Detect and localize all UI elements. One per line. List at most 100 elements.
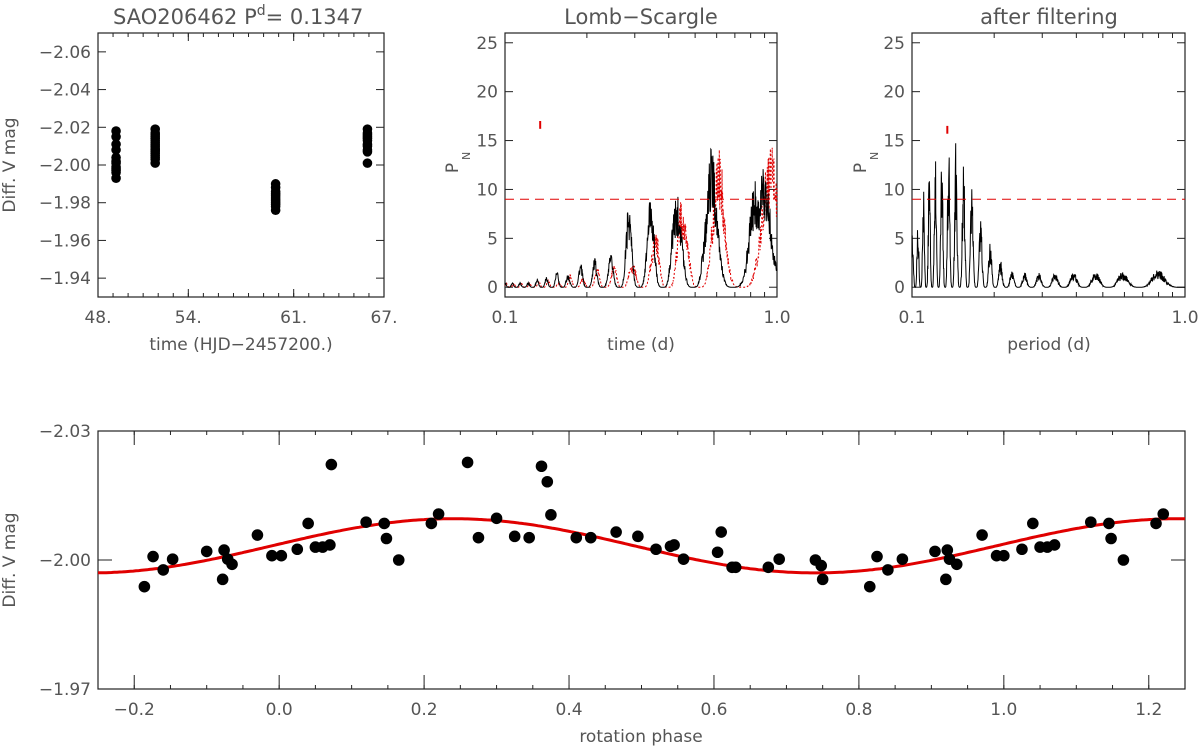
x-tick-label: 61.: [280, 308, 307, 328]
x-tick-label: 1.0: [1171, 308, 1198, 328]
x-tick-label: 67.: [370, 308, 397, 328]
x-tick-label: 1.0: [990, 700, 1017, 720]
lombscargle-axes: [504, 32, 778, 298]
x-tick-label: −0.2: [114, 700, 155, 720]
data-point: [362, 147, 373, 157]
lombscargle-title: Lomb−Scargle: [564, 5, 718, 29]
lombscargle-panel: Lomb−Scargle 0.1 1.0 0 5 10 15 20 25 time (d) P…: [443, 5, 791, 355]
data-point: [1103, 517, 1115, 530]
x-tick-label: 0.1: [898, 308, 925, 328]
data-point: [324, 539, 336, 551]
x-tick-label: 54.: [175, 308, 202, 328]
lightcurve-title: SAO206462 Pd= 0.1347: [113, 3, 363, 29]
y-tick-label: −1.98: [39, 194, 91, 214]
data-point: [816, 573, 829, 586]
data-point: [138, 580, 151, 593]
data-point: [378, 517, 391, 530]
data-point: [226, 558, 238, 571]
data-point: [166, 553, 179, 565]
lightcurve-axes: [97, 32, 385, 298]
filtered-axes: [911, 32, 1186, 298]
data-point: [863, 580, 876, 593]
data-point: [545, 509, 557, 521]
data-point: [362, 158, 373, 168]
lightcurve-panel: SAO206462 Pd= 0.1347 48. 54. 61. 67. −2.06 −2…: [0, 3, 398, 355]
phased-xlabel: rotation phase: [579, 727, 702, 747]
svg-text:P: P: [443, 163, 463, 173]
y-tick-label: −1.96: [39, 231, 91, 251]
data-point: [1084, 516, 1097, 528]
y-tick-label: 25: [883, 34, 905, 54]
data-point: [461, 456, 474, 469]
y-tick-label: 20: [883, 83, 905, 103]
data-point: [216, 573, 229, 586]
y-tick-label: −2.04: [39, 81, 91, 101]
data-point: [360, 516, 372, 528]
x-tick-label: 48.: [84, 308, 111, 328]
data-point: [1117, 554, 1130, 566]
lombscargle-ylabel: P N: [443, 152, 473, 173]
y-tick-label: 20: [476, 83, 498, 103]
y-tick-label: 0: [487, 278, 498, 298]
data-point: [815, 559, 828, 572]
data-point: [941, 544, 954, 556]
y-tick-label: 5: [894, 229, 905, 249]
x-tick-label: 0.0: [266, 700, 293, 720]
data-point: [950, 558, 963, 571]
data-point: [523, 531, 535, 544]
data-point: [200, 545, 213, 558]
data-point: [1150, 517, 1162, 530]
lightcurve-ylabel: Diff. V mag: [0, 117, 20, 212]
data-point: [762, 561, 775, 574]
data-point: [425, 517, 438, 530]
filtered-title: after filtering: [980, 5, 1118, 29]
svg-text:P: P: [851, 163, 871, 173]
x-tick-label: 1.0: [763, 308, 790, 328]
data-point: [940, 573, 952, 586]
y-tick-label: −2.02: [39, 118, 91, 138]
data-point: [157, 564, 170, 576]
data-point: [432, 508, 445, 520]
data-point: [677, 553, 690, 565]
x-tick-label: 0.2: [411, 700, 438, 720]
y-tick-label: 15: [476, 132, 498, 152]
svg-text:N: N: [868, 152, 881, 160]
data-point: [1016, 543, 1028, 556]
data-point: [773, 553, 785, 565]
y-tick-label: 0: [894, 278, 905, 298]
data-point: [896, 553, 909, 565]
y-tick-label: 25: [476, 34, 498, 54]
data-point: [472, 531, 485, 544]
data-point: [871, 550, 883, 563]
data-point: [218, 544, 230, 556]
phased-ylabel: Diff. V mag: [0, 512, 20, 607]
y-tick-label: 15: [883, 132, 905, 152]
data-point: [715, 526, 728, 538]
x-tick-label: 1.2: [1135, 700, 1162, 720]
svg-text:N: N: [460, 152, 473, 160]
data-point: [275, 549, 288, 562]
data-point: [632, 530, 644, 543]
x-tick-label: 0.4: [556, 700, 583, 720]
data-point: [711, 546, 724, 559]
data-point: [668, 539, 680, 551]
data-point: [1048, 539, 1061, 551]
y-tick-label: 10: [476, 180, 498, 200]
data-point: [882, 564, 894, 576]
data-point: [570, 531, 583, 544]
data-point: [325, 458, 338, 471]
sine-fit-curve: [98, 517, 1186, 575]
x-tick-label: 0.1: [491, 308, 518, 328]
data-point: [150, 158, 160, 168]
data-point: [392, 554, 405, 566]
filtered-panel: after filtering 0.1 1.0 0 5 10 15 20 25 period …: [851, 5, 1199, 355]
lightcurve-xlabel: time (HJD−2457200.): [149, 335, 332, 355]
lombscargle-xlabel: time (d): [607, 335, 675, 355]
data-point: [998, 549, 1010, 562]
data-point: [929, 545, 941, 558]
y-tick-label: 5: [487, 229, 498, 249]
data-point: [251, 529, 264, 541]
x-tick-label: 0.6: [700, 700, 727, 720]
y-tick-label: −2.06: [39, 43, 91, 63]
y-tick-label: −2.00: [39, 551, 91, 571]
